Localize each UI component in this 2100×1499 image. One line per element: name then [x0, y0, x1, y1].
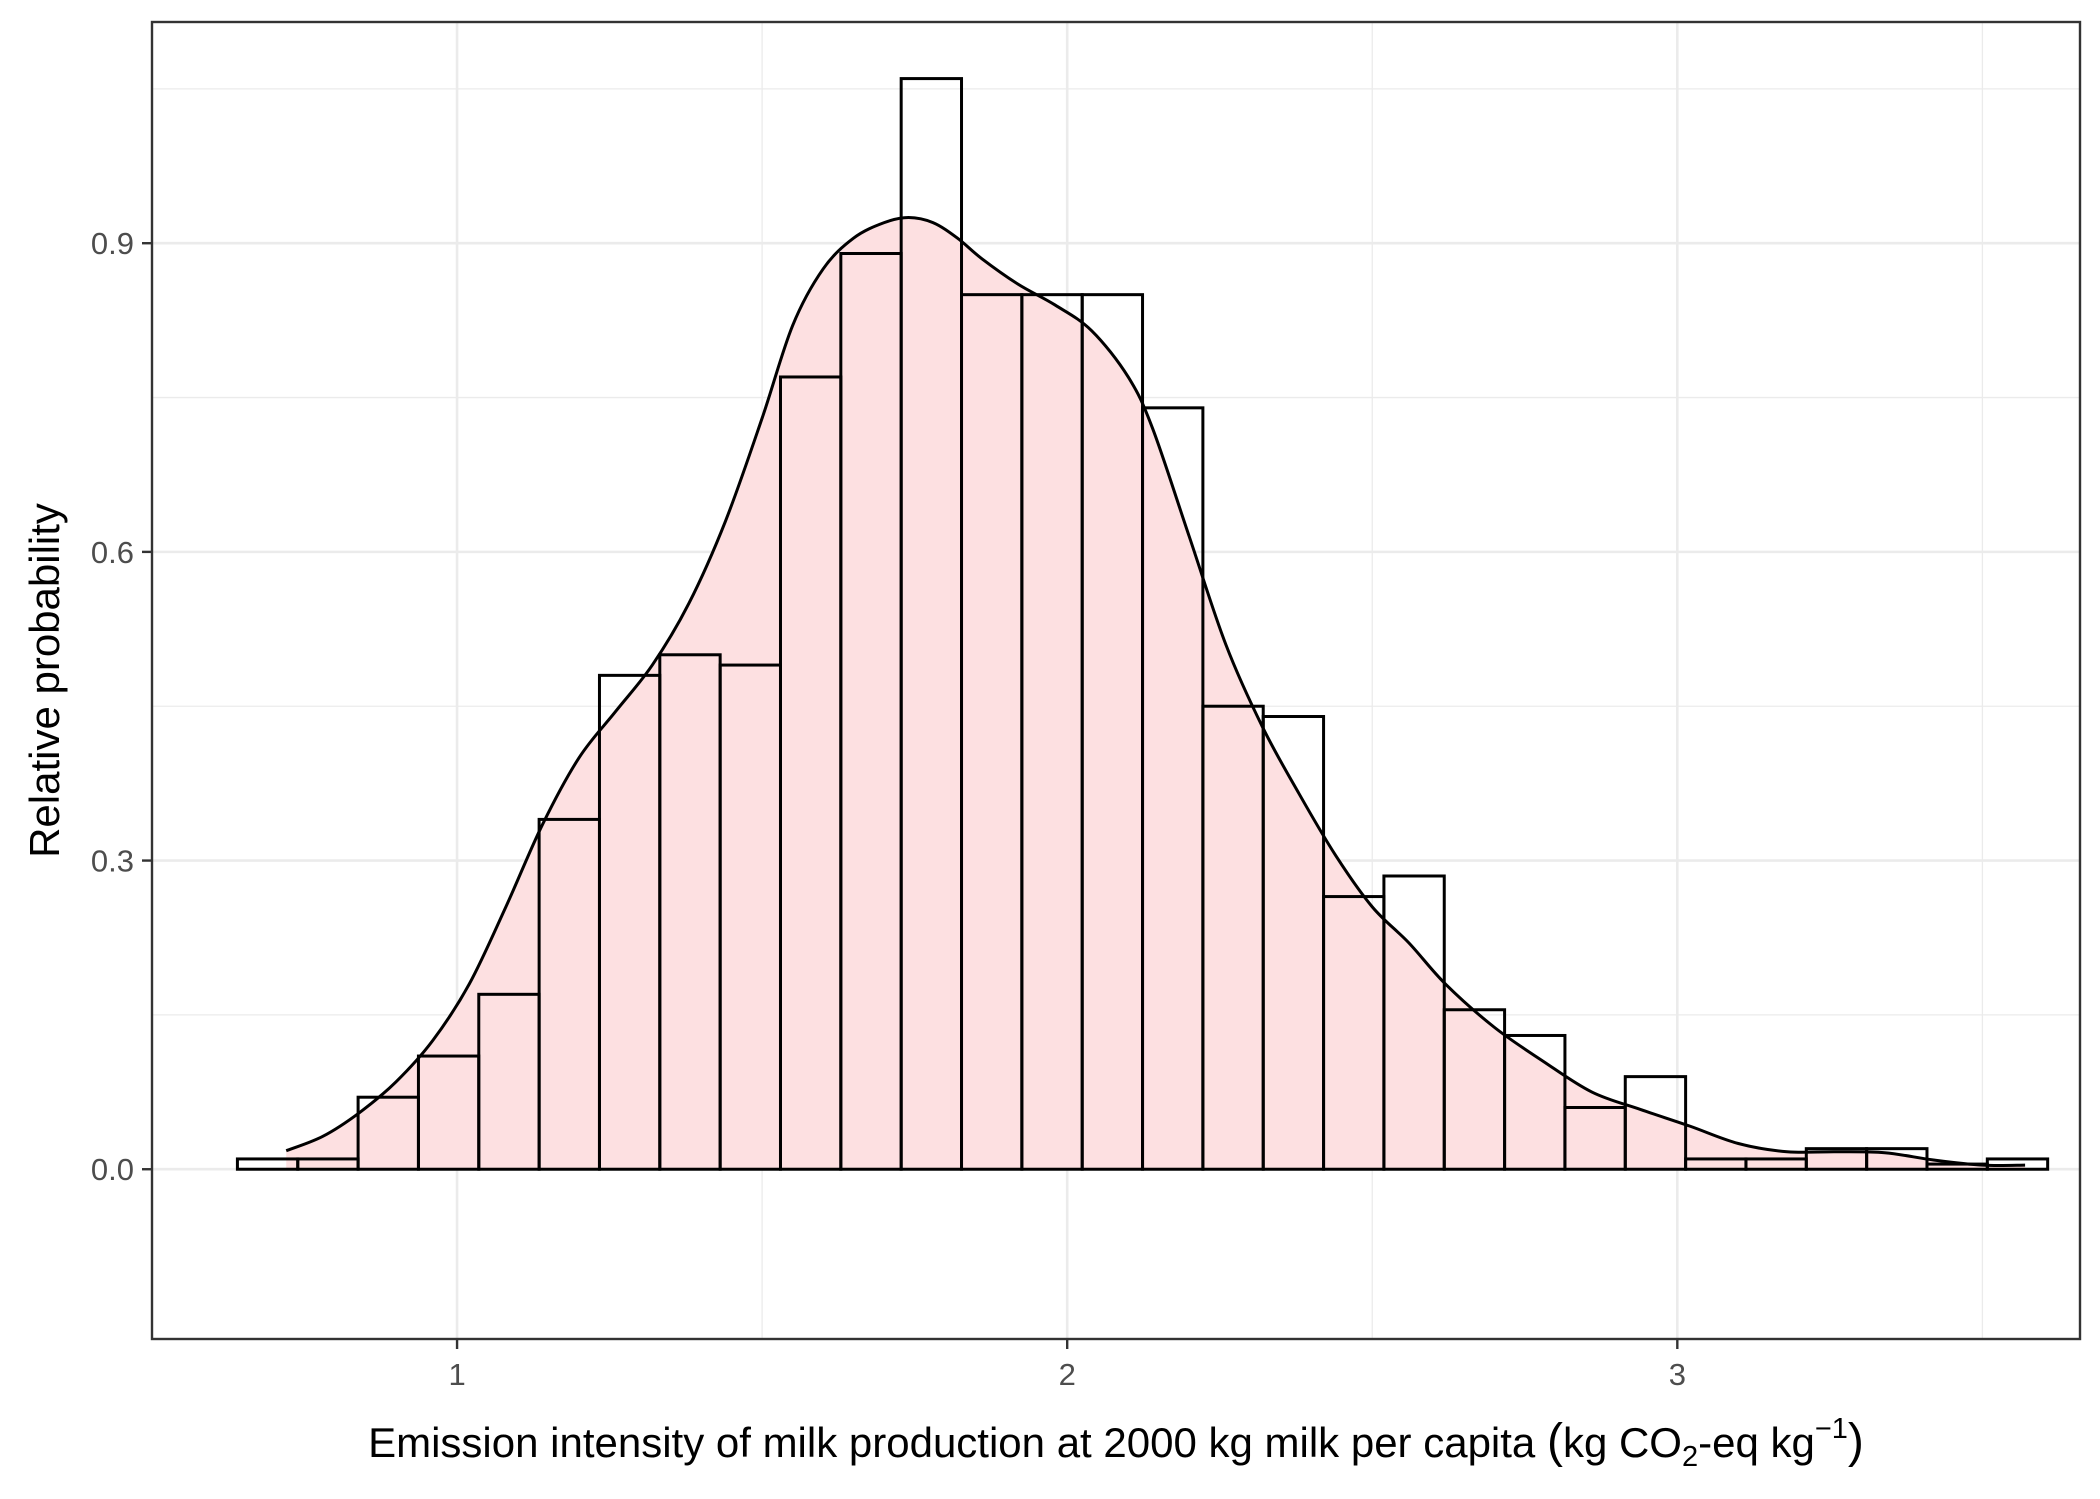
x-axis-title-open-paren: (	[1547, 1415, 1563, 1468]
x-axis-ticks: 1 2 3	[448, 1339, 1686, 1392]
x-tick-label: 2	[1059, 1357, 1076, 1392]
x-axis-title-unit-rest: -eq kg	[1698, 1419, 1815, 1466]
x-tick-label: 3	[1669, 1357, 1686, 1392]
density-fill	[286, 217, 2026, 1170]
density-line	[285, 215, 2026, 1167]
density-curve	[285, 215, 2026, 1167]
y-axis-ticks: 0.0 0.3 0.6 0.9	[91, 226, 152, 1187]
x-tick-label: 1	[448, 1357, 465, 1392]
histogram-bar	[1503, 1033, 1567, 1171]
panel-border	[150, 20, 2082, 1341]
x-axis-title-unit: kg CO	[1563, 1419, 1682, 1466]
histogram-bars	[235, 77, 2050, 1171]
x-axis-title-text: Emission intensity of milk production at…	[368, 1419, 1547, 1466]
x-axis-title-subscript: 2	[1682, 1441, 1698, 1473]
y-tick-label: 0.3	[91, 844, 134, 879]
histogram-bar	[1623, 1075, 1688, 1171]
y-tick-label: 0.9	[91, 226, 134, 261]
x-axis-title-close-paren: )	[1848, 1415, 1864, 1468]
y-tick-label: 0.6	[91, 535, 134, 570]
y-axis-title: Relative probability	[21, 503, 68, 858]
x-axis-title-superscript: −1	[1815, 1413, 1848, 1445]
density-area	[286, 217, 2026, 1170]
x-axis-title: Emission intensity of milk production at…	[368, 1413, 1864, 1473]
y-tick-label: 0.0	[91, 1152, 134, 1187]
